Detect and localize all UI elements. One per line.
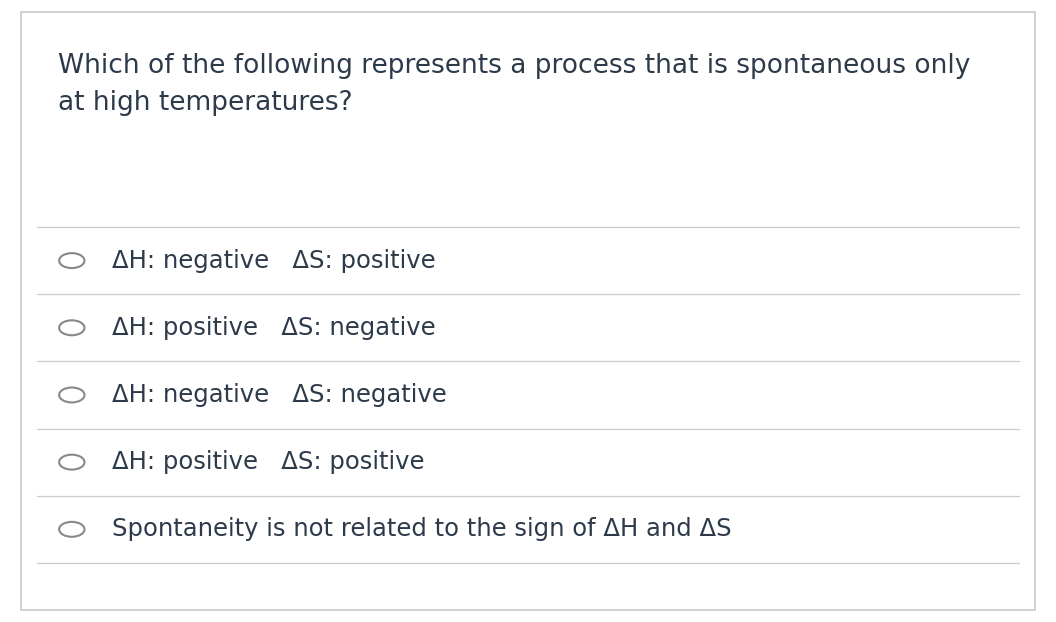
Text: ΔH: positive   ΔS: positive: ΔH: positive ΔS: positive (112, 450, 425, 474)
Text: ΔH: negative   ΔS: negative: ΔH: negative ΔS: negative (112, 383, 447, 407)
Text: Spontaneity is not related to the sign of ΔH and ΔS: Spontaneity is not related to the sign o… (112, 518, 732, 541)
Text: Which of the following represents a process that is spontaneous only
at high tem: Which of the following represents a proc… (58, 53, 970, 116)
Text: ΔH: negative   ΔS: positive: ΔH: negative ΔS: positive (112, 249, 435, 272)
Text: ΔH: positive   ΔS: negative: ΔH: positive ΔS: negative (112, 316, 435, 340)
